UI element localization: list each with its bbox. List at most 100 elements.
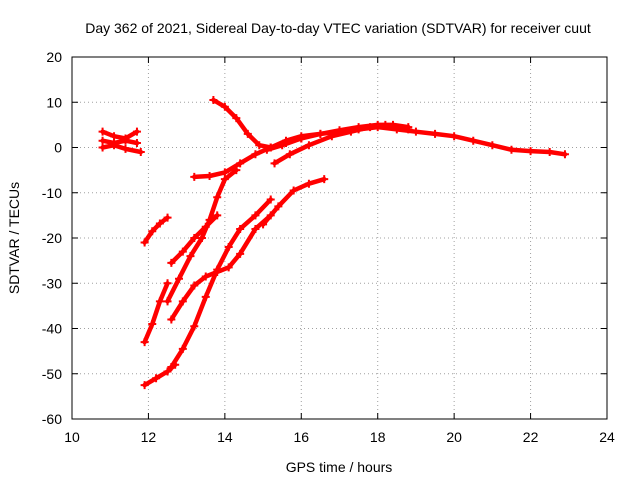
data-point: [148, 227, 157, 236]
series-line-arc-o: [260, 176, 327, 227]
x-tick-label: 24: [599, 429, 615, 445]
data-point: [110, 141, 119, 150]
y-tick-label: -30: [42, 275, 62, 291]
x-tick-label: 20: [446, 429, 462, 445]
data-point: [201, 272, 210, 281]
data-point: [243, 129, 252, 138]
data-point: [236, 159, 245, 168]
plot-frame: [71, 56, 608, 420]
data-point: [327, 132, 336, 141]
data-point: [175, 274, 183, 283]
x-tick-label: 16: [293, 429, 309, 445]
data-point: [167, 362, 176, 371]
data-point: [224, 263, 233, 272]
data-point: [163, 367, 172, 376]
data-point: [297, 134, 306, 143]
y-axis-label: SDTVAR / TECUs: [6, 182, 22, 294]
data-point: [205, 172, 214, 181]
data-point: [220, 102, 229, 111]
data-point: [167, 315, 176, 324]
series-line-arc-c: [100, 142, 144, 155]
data-point: [469, 136, 478, 145]
data-point: [136, 148, 145, 157]
data-point: [209, 95, 218, 104]
data-point: [381, 120, 390, 129]
series-line-arc-m: [169, 197, 273, 370]
series-line-arc-a: [100, 129, 140, 141]
data-point: [266, 195, 275, 204]
data-point: [450, 132, 459, 141]
y-tick-label: 0: [54, 140, 62, 156]
data-point: [98, 127, 107, 136]
data-point: [163, 297, 172, 306]
x-tick-label: 14: [217, 429, 233, 445]
x-axis-label: GPS time / hours: [286, 459, 393, 475]
series-line-arc-b: [100, 138, 140, 146]
data-point: [220, 175, 229, 184]
data-point: [121, 144, 130, 153]
data-point: [98, 143, 107, 152]
x-tick-label: 18: [370, 429, 386, 445]
data-point: [224, 243, 233, 252]
y-tick-label: 10: [46, 94, 62, 110]
data-point: [251, 150, 260, 159]
data-point: [236, 224, 245, 233]
data-point: [213, 265, 222, 274]
y-tick-label: -50: [42, 366, 62, 382]
data-point: [304, 141, 313, 150]
x-tick-label: 10: [64, 429, 80, 445]
data-point: [213, 211, 222, 220]
y-tick-label: -60: [42, 411, 62, 427]
data-point: [282, 138, 290, 147]
data-point: [201, 222, 210, 231]
y-tick-label: -20: [42, 230, 62, 246]
data-point: [320, 175, 329, 184]
data-point: [190, 172, 199, 181]
data-point: [190, 322, 199, 331]
series-line-arc-g: [142, 215, 170, 245]
data-point: [289, 186, 298, 195]
data-point: [411, 127, 420, 136]
data-point: [190, 234, 199, 242]
data-point: [285, 150, 294, 159]
data-point: [266, 143, 275, 152]
data-point: [259, 220, 268, 229]
data-point: [155, 219, 164, 228]
data-point: [186, 252, 195, 261]
y-tick-label: 20: [46, 49, 62, 65]
data-point: [163, 279, 172, 288]
y-tick-label: -40: [42, 321, 62, 337]
data-point: [488, 141, 497, 150]
data-point: [152, 374, 161, 383]
data-point: [560, 150, 569, 159]
data-point: [507, 145, 516, 154]
data-point: [110, 132, 119, 141]
data-point: [197, 234, 206, 242]
data-point: [121, 136, 130, 145]
series-line-arc-h: [142, 281, 170, 345]
series-group: [98, 95, 569, 390]
data-point: [232, 114, 241, 123]
data-point: [366, 123, 375, 132]
data-point: [526, 147, 535, 156]
data-point: [167, 258, 176, 267]
data-point: [255, 141, 264, 150]
data-point: [545, 148, 554, 157]
data-point: [270, 159, 279, 168]
tick-labels: 10 12 14 16 18 20 22 24 -60 -50 -40 -30 -20 -10 0 10 20: [42, 49, 615, 445]
data-point: [304, 179, 313, 188]
data-point: [148, 319, 157, 328]
data-point: [140, 238, 149, 247]
data-point: [163, 213, 172, 222]
data-point: [236, 249, 245, 258]
data-point: [251, 211, 260, 220]
data-point: [132, 138, 141, 147]
data-point: [190, 281, 199, 290]
data-point: [404, 125, 413, 134]
data-point: [316, 129, 325, 138]
data-point: [132, 127, 141, 136]
data-point: [251, 224, 260, 233]
chart-title: Day 362 of 2021, Sidereal Day-to-day VTE…: [85, 20, 591, 36]
data-point: [431, 129, 440, 138]
